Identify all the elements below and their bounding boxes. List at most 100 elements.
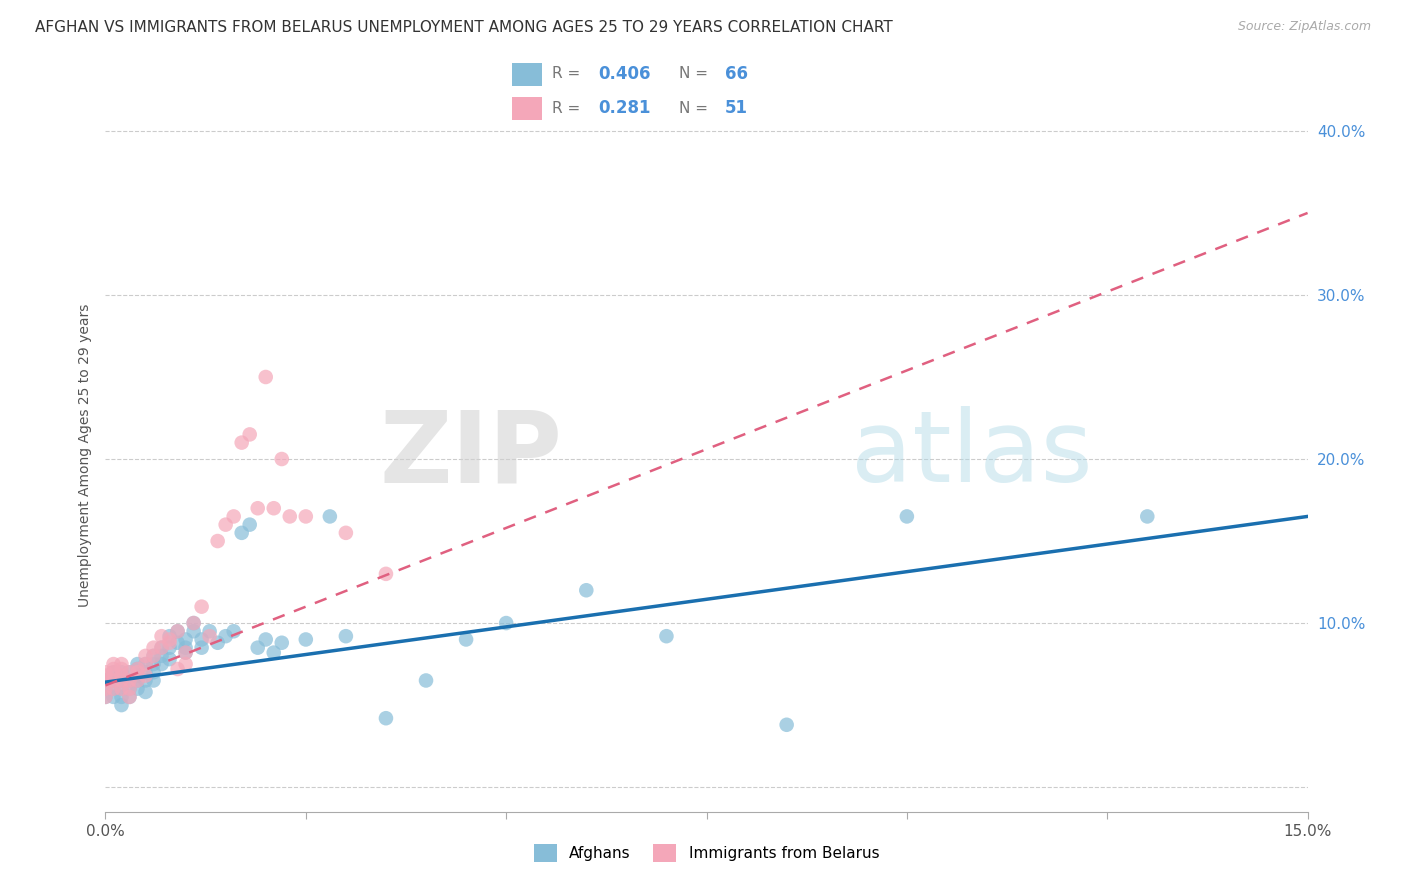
Point	[118, 690, 141, 704]
Point	[246, 640, 269, 655]
Point	[190, 632, 212, 647]
Point	[374, 711, 398, 725]
Point	[239, 517, 262, 532]
Point	[94, 673, 117, 688]
Point	[127, 662, 149, 676]
Text: Source: ZipAtlas.com: Source: ZipAtlas.com	[1237, 20, 1371, 33]
Point	[246, 501, 269, 516]
Point	[183, 624, 205, 639]
Point	[174, 646, 197, 660]
Point	[94, 690, 117, 704]
Point	[118, 681, 141, 696]
Point	[190, 640, 212, 655]
Point	[231, 525, 253, 540]
Point	[142, 657, 165, 671]
Point	[110, 681, 132, 696]
Point	[110, 673, 132, 688]
Point	[495, 616, 517, 631]
Point	[335, 525, 357, 540]
Point	[103, 657, 125, 671]
Point	[103, 665, 125, 680]
Point	[135, 657, 157, 671]
Point	[94, 681, 117, 696]
Point	[270, 636, 292, 650]
Point	[183, 616, 205, 631]
Point	[135, 665, 157, 680]
Point	[159, 636, 181, 650]
Point	[127, 668, 149, 682]
Point	[190, 599, 212, 614]
Point	[103, 673, 125, 688]
Point	[319, 509, 342, 524]
Point	[207, 636, 229, 650]
Point	[214, 629, 236, 643]
Point	[127, 673, 149, 688]
Point	[127, 657, 149, 671]
Point	[183, 616, 205, 631]
Point	[127, 681, 149, 696]
Point	[896, 509, 918, 524]
Text: atlas: atlas	[851, 407, 1092, 503]
Text: N =: N =	[679, 101, 707, 116]
Point	[270, 452, 292, 467]
Point	[110, 681, 132, 696]
Point	[150, 657, 173, 671]
Point	[655, 629, 678, 643]
Point	[110, 673, 132, 688]
Point	[127, 673, 149, 688]
Point	[118, 673, 141, 688]
Point	[94, 668, 117, 682]
Point	[127, 662, 149, 676]
Point	[166, 636, 188, 650]
Point	[166, 624, 188, 639]
Point	[142, 640, 165, 655]
Bar	[512, 97, 543, 120]
Point	[135, 668, 157, 682]
Point	[174, 657, 197, 671]
Bar	[512, 63, 543, 87]
Point	[575, 583, 598, 598]
Text: ZIP: ZIP	[380, 407, 562, 503]
Point	[239, 427, 262, 442]
Point	[103, 690, 125, 704]
Point	[150, 648, 173, 663]
Point	[166, 662, 188, 676]
Point	[198, 629, 221, 643]
Point	[135, 648, 157, 663]
Point	[135, 685, 157, 699]
Point	[166, 624, 188, 639]
Point	[118, 665, 141, 680]
Point	[159, 632, 181, 647]
Point	[198, 624, 221, 639]
Point	[374, 566, 398, 581]
Point	[94, 665, 117, 680]
Point	[222, 624, 245, 639]
Point	[150, 629, 173, 643]
Point	[295, 509, 318, 524]
Point	[415, 673, 437, 688]
Point	[118, 681, 141, 696]
Point	[110, 690, 132, 704]
Point	[110, 662, 132, 676]
Y-axis label: Unemployment Among Ages 25 to 29 years: Unemployment Among Ages 25 to 29 years	[77, 303, 91, 607]
Point	[118, 665, 141, 680]
Point	[142, 648, 165, 663]
Point	[776, 718, 799, 732]
Point	[335, 629, 357, 643]
Text: 51: 51	[725, 99, 748, 117]
Point	[103, 681, 125, 696]
Point	[150, 640, 173, 655]
Point	[231, 435, 253, 450]
Point	[454, 632, 477, 647]
Point	[110, 668, 132, 682]
Point	[263, 501, 285, 516]
Point	[174, 640, 197, 655]
Point	[94, 673, 117, 688]
Point	[142, 673, 165, 688]
Legend: Afghans, Immigrants from Belarus: Afghans, Immigrants from Belarus	[527, 838, 886, 868]
Point	[295, 632, 318, 647]
Point	[278, 509, 301, 524]
Point	[103, 662, 125, 676]
Point	[110, 698, 132, 712]
Point	[135, 673, 157, 688]
